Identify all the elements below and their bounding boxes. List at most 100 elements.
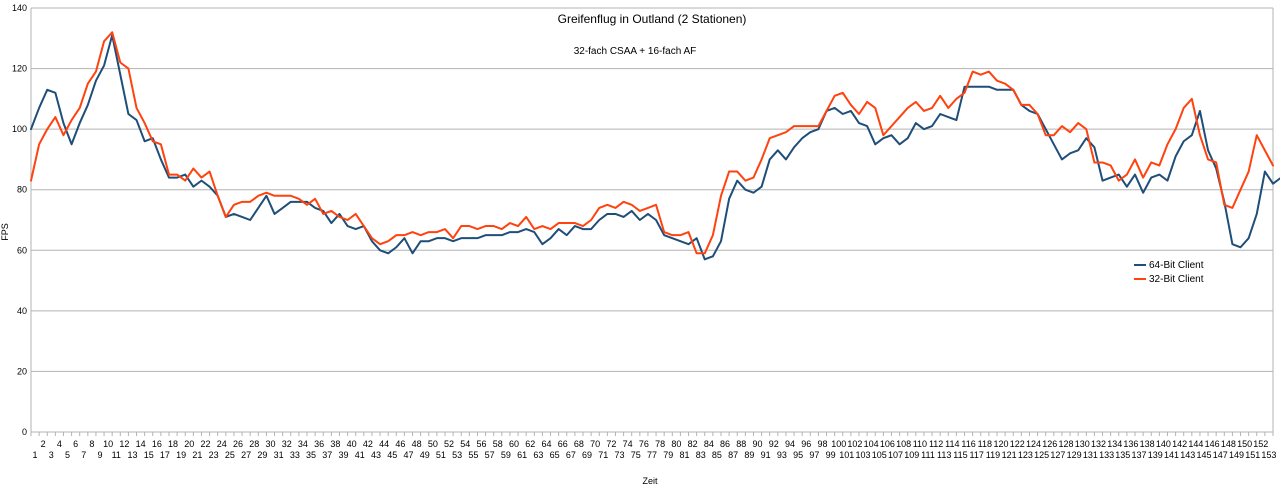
x-tick-label-73: 73	[615, 450, 625, 460]
x-tick-label-124: 124	[1026, 439, 1041, 449]
x-tick-label-71: 71	[598, 450, 608, 460]
x-tick-label-7: 7	[81, 450, 86, 460]
x-tick-label-104: 104	[864, 439, 879, 449]
x-tick-label-46: 46	[395, 439, 405, 449]
x-tick-label-30: 30	[265, 439, 275, 449]
x-tick-label-29: 29	[257, 450, 267, 460]
y-tick-label-120: 120	[12, 64, 27, 74]
x-tick-label-16: 16	[152, 439, 162, 449]
x-tick-label-74: 74	[623, 439, 633, 449]
x-tick-label-97: 97	[809, 450, 819, 460]
x-tick-label-40: 40	[347, 439, 357, 449]
x-tick-label-139: 139	[1148, 450, 1163, 460]
x-tick-label-149: 149	[1229, 450, 1244, 460]
x-tick-label-9: 9	[97, 450, 102, 460]
x-tick-label-150: 150	[1237, 439, 1252, 449]
x-tick-label-36: 36	[314, 439, 324, 449]
x-tick-label-153: 153	[1261, 450, 1276, 460]
y-tick-label-80: 80	[17, 185, 27, 195]
x-tick-label-49: 49	[420, 450, 430, 460]
x-tick-label-50: 50	[428, 439, 438, 449]
x-tick-label-65: 65	[550, 450, 560, 460]
x-tick-label-95: 95	[793, 450, 803, 460]
x-tick-label-22: 22	[201, 439, 211, 449]
x-tick-label-121: 121	[1002, 450, 1017, 460]
x-tick-label-151: 151	[1245, 450, 1260, 460]
x-tick-label-86: 86	[720, 439, 730, 449]
x-tick-label-130: 130	[1075, 439, 1090, 449]
x-tick-label-113: 113	[937, 450, 951, 460]
x-tick-label-20: 20	[184, 439, 194, 449]
x-tick-label-12: 12	[119, 439, 129, 449]
x-tick-label-147: 147	[1213, 450, 1228, 460]
x-tick-label-112: 112	[929, 439, 943, 449]
x-tick-label-3: 3	[49, 450, 54, 460]
x-tick-label-72: 72	[606, 439, 616, 449]
x-tick-label-118: 118	[978, 439, 992, 449]
x-tick-label-35: 35	[306, 450, 316, 460]
x-tick-label-57: 57	[485, 450, 495, 460]
x-tick-label-33: 33	[290, 450, 300, 460]
x-tick-label-70: 70	[590, 439, 600, 449]
x-tick-label-136: 136	[1123, 439, 1138, 449]
x-tick-label-21: 21	[192, 450, 202, 460]
x-tick-label-142: 142	[1172, 439, 1187, 449]
x-tick-label-96: 96	[801, 439, 811, 449]
x-tick-label-128: 128	[1058, 439, 1073, 449]
x-tick-label-18: 18	[168, 439, 178, 449]
x-tick-label-132: 132	[1091, 439, 1106, 449]
x-tick-label-68: 68	[574, 439, 584, 449]
legend-label-64bit: 64-Bit Client	[1149, 260, 1204, 271]
x-tick-label-137: 137	[1132, 450, 1147, 460]
y-tick-label-0: 0	[22, 427, 27, 437]
x-tick-label-140: 140	[1156, 439, 1171, 449]
x-tick-label-15: 15	[144, 450, 154, 460]
x-tick-label-13: 13	[127, 450, 137, 460]
x-tick-label-120: 120	[994, 439, 1009, 449]
x-tick-label-141: 141	[1164, 450, 1179, 460]
x-tick-label-135: 135	[1115, 450, 1130, 460]
x-tick-label-19: 19	[176, 450, 186, 460]
x-tick-label-109: 109	[904, 450, 919, 460]
x-tick-label-148: 148	[1221, 439, 1236, 449]
x-tick-label-94: 94	[785, 439, 795, 449]
x-tick-label-59: 59	[501, 450, 511, 460]
legend-label-32bit: 32-Bit Client	[1149, 274, 1204, 285]
x-tick-label-55: 55	[468, 450, 478, 460]
x-tick-label-14: 14	[136, 439, 146, 449]
x-tick-label-100: 100	[831, 439, 846, 449]
x-tick-label-138: 138	[1140, 439, 1155, 449]
x-tick-label-89: 89	[744, 450, 754, 460]
x-tick-label-143: 143	[1180, 450, 1195, 460]
x-tick-label-102: 102	[847, 439, 862, 449]
x-tick-label-93: 93	[777, 450, 787, 460]
x-tick-label-47: 47	[403, 450, 413, 460]
x-tick-label-24: 24	[217, 439, 227, 449]
x-tick-label-78: 78	[655, 439, 665, 449]
x-tick-label-34: 34	[298, 439, 308, 449]
x-tick-label-75: 75	[631, 450, 641, 460]
x-tick-label-4: 4	[57, 439, 62, 449]
x-tick-label-81: 81	[679, 450, 689, 460]
x-tick-label-52: 52	[444, 439, 454, 449]
x-tick-label-45: 45	[387, 450, 397, 460]
x-tick-label-5: 5	[65, 450, 70, 460]
x-tick-label-31: 31	[274, 450, 284, 460]
x-tick-label-11: 11	[112, 450, 121, 460]
series-line-32bit	[30, 31, 1274, 255]
x-tick-labels: 1234567891011121314151617181920212223242…	[30, 432, 1276, 460]
series-lines	[30, 31, 1280, 261]
x-tick-label-6: 6	[73, 439, 78, 449]
x-tick-label-144: 144	[1188, 439, 1203, 449]
y-tick-label-40: 40	[17, 306, 27, 316]
x-tick-label-53: 53	[452, 450, 462, 460]
x-tick-label-91: 91	[761, 450, 771, 460]
x-tick-label-80: 80	[671, 439, 681, 449]
x-tick-label-76: 76	[639, 439, 649, 449]
x-tick-label-98: 98	[817, 439, 827, 449]
x-tick-label-2: 2	[41, 439, 46, 449]
x-tick-label-8: 8	[89, 439, 94, 449]
x-tick-label-37: 37	[322, 450, 332, 460]
